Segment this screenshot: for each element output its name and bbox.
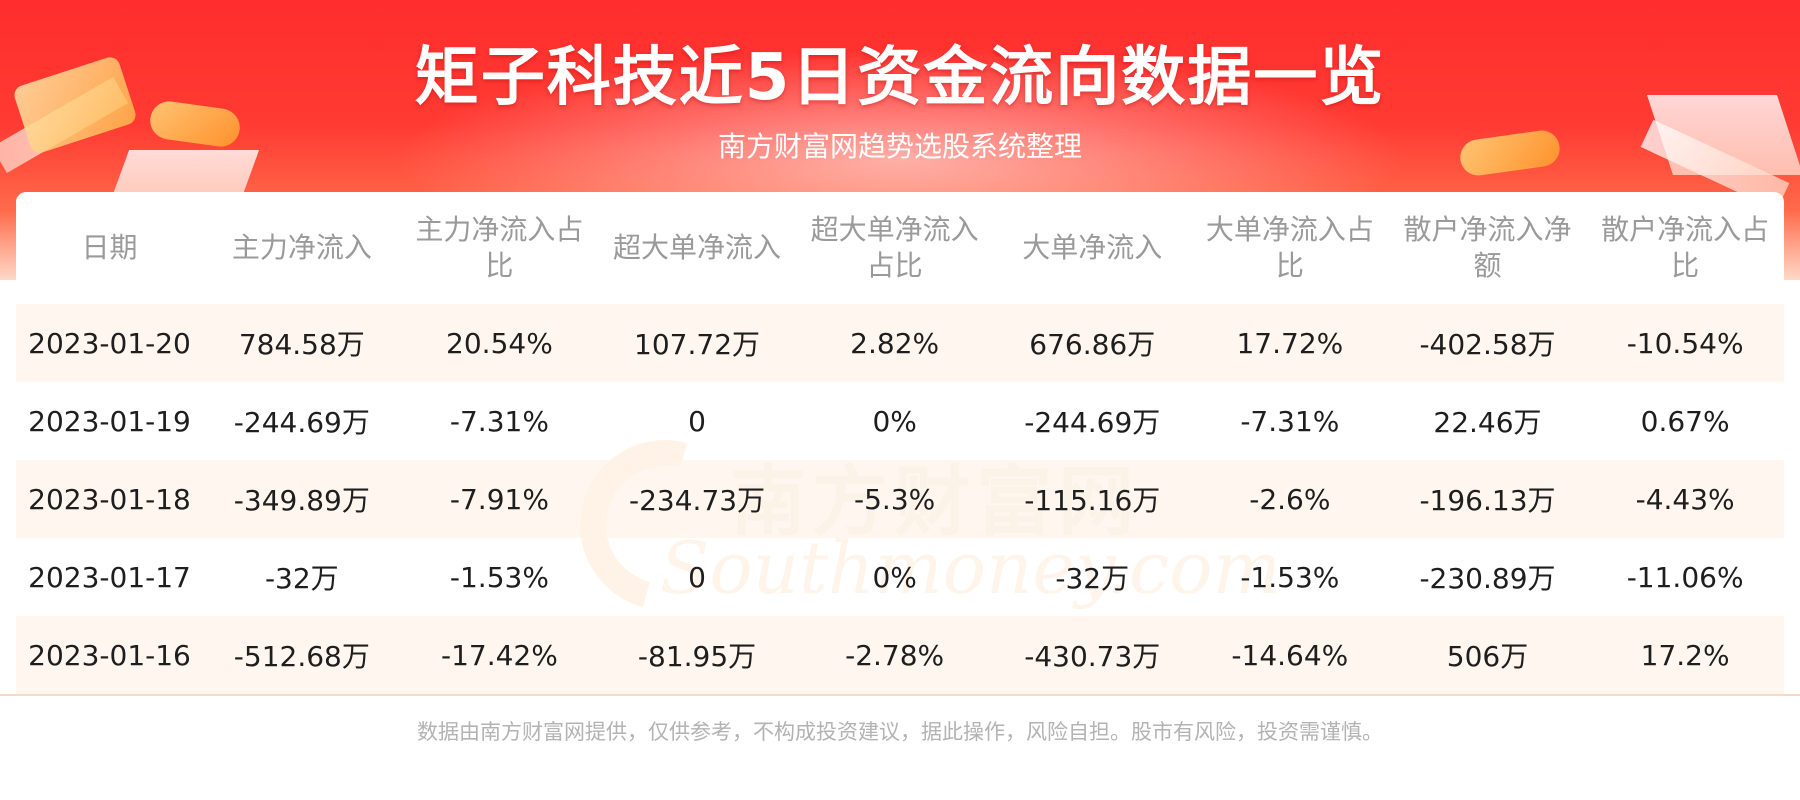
table-cell: -234.73万 [598, 460, 796, 538]
table-cell: -10.54% [1586, 304, 1784, 382]
table-cell-date: 2023-01-19 [28, 404, 191, 438]
table-cell: 2.82% [795, 304, 994, 382]
table-cell-date: 2023-01-17 [28, 560, 191, 594]
table-cell: -11.06% [1626, 560, 1744, 594]
table-cell: -32万 [264, 562, 339, 595]
table-cell: -1.53% [449, 560, 549, 594]
column-header-super-large-net-inflow: 超大单净流入 [613, 231, 782, 264]
table-cell: -7.31% [449, 404, 549, 438]
table-cell: -430.73万 [993, 616, 1192, 694]
table-cell-date: 2023-01-18 [16, 460, 204, 538]
table-cell: -196.13万 [1388, 460, 1587, 538]
table-cell: -7.91% [400, 460, 599, 538]
table-row: 2023-01-16 -512.68万 -17.42% -81.95万 -2.7… [16, 616, 1784, 694]
table-cell: 0.67% [1640, 404, 1730, 438]
table-cell: -349.89万 [203, 460, 401, 538]
footer-divider [0, 694, 1800, 696]
table-cell: 20.54% [400, 304, 599, 382]
table-header-row: 日期 主力净流入 主力净流入占比 超大单净流入 超大单净流入占比 大单净流入 大… [16, 192, 1784, 304]
table-cell: -5.3% [795, 460, 994, 538]
table-cell: 17.72% [1191, 304, 1389, 382]
table-cell: -32万 [1055, 562, 1130, 595]
table-cell: -244.69万 [233, 406, 370, 439]
table-cell: -7.31% [1240, 404, 1340, 438]
table-row: 2023-01-20 784.58万 20.54% 107.72万 2.82% … [16, 304, 1784, 382]
column-header-retail-net-inflow-ratio: 散户净流入占比 [1601, 213, 1770, 282]
table-cell: 506万 [1388, 616, 1587, 694]
table-cell: 0% [872, 404, 917, 438]
table-cell: -2.78% [795, 616, 994, 694]
table-cell: -4.43% [1586, 460, 1784, 538]
footer-disclaimer: 数据由南方财富网提供，仅供参考，不构成投资建议，据此操作，风险自担。股市有风险，… [417, 720, 1383, 744]
table-cell: 107.72万 [598, 304, 796, 382]
table-cell: 0% [872, 560, 917, 594]
table-cell: -2.6% [1191, 460, 1389, 538]
table-cell: -17.42% [400, 616, 599, 694]
table-row: 2023-01-18 -349.89万 -7.91% -234.73万 -5.3… [16, 460, 1784, 538]
table-cell: -230.89万 [1419, 562, 1556, 595]
column-header-retail-net-inflow: 散户净流入净额 [1403, 213, 1572, 282]
table-row: 2023-01-19 -244.69万 -7.31% 0 0% -244.69万… [16, 382, 1784, 460]
table-card [16, 192, 1784, 694]
column-header-main-net-inflow: 主力净流入 [231, 231, 372, 264]
table-cell: 0 [688, 404, 706, 438]
column-header-super-large-net-inflow-ratio: 超大单净流入占比 [810, 213, 979, 282]
table-cell: -81.95万 [598, 616, 796, 694]
column-header-large-net-inflow-ratio: 大单净流入占比 [1205, 213, 1374, 282]
table-cell-date: 2023-01-16 [16, 616, 204, 694]
table-cell: -244.69万 [1024, 406, 1161, 439]
fund-flow-table: 日期 主力净流入 主力净流入占比 超大单净流入 超大单净流入占比 大单净流入 大… [16, 192, 1784, 694]
page-subtitle: 南方财富网趋势选股系统整理 [717, 130, 1082, 163]
table-cell: 17.2% [1586, 616, 1784, 694]
table-cell: 784.58万 [203, 304, 401, 382]
column-header-large-net-inflow: 大单净流入 [1022, 231, 1163, 264]
table-cell: -1.53% [1240, 560, 1340, 594]
table-cell: -14.64% [1191, 616, 1389, 694]
column-header-main-net-inflow-ratio: 主力净流入占比 [415, 213, 584, 282]
column-header-date: 日期 [81, 231, 138, 264]
table-cell: -512.68万 [203, 616, 401, 694]
page-title: 矩子科技近5日资金流向数据一览 [414, 41, 1386, 115]
table-cell: 676.86万 [993, 304, 1192, 382]
table-cell-date: 2023-01-20 [16, 304, 204, 382]
table-cell: 0 [688, 560, 706, 594]
table-cell: 22.46万 [1433, 406, 1542, 439]
table-cell: -402.58万 [1388, 304, 1587, 382]
table-row: 2023-01-17 -32万 -1.53% 0 0% -32万 -1.53% … [16, 538, 1784, 616]
table-cell: -115.16万 [993, 460, 1192, 538]
